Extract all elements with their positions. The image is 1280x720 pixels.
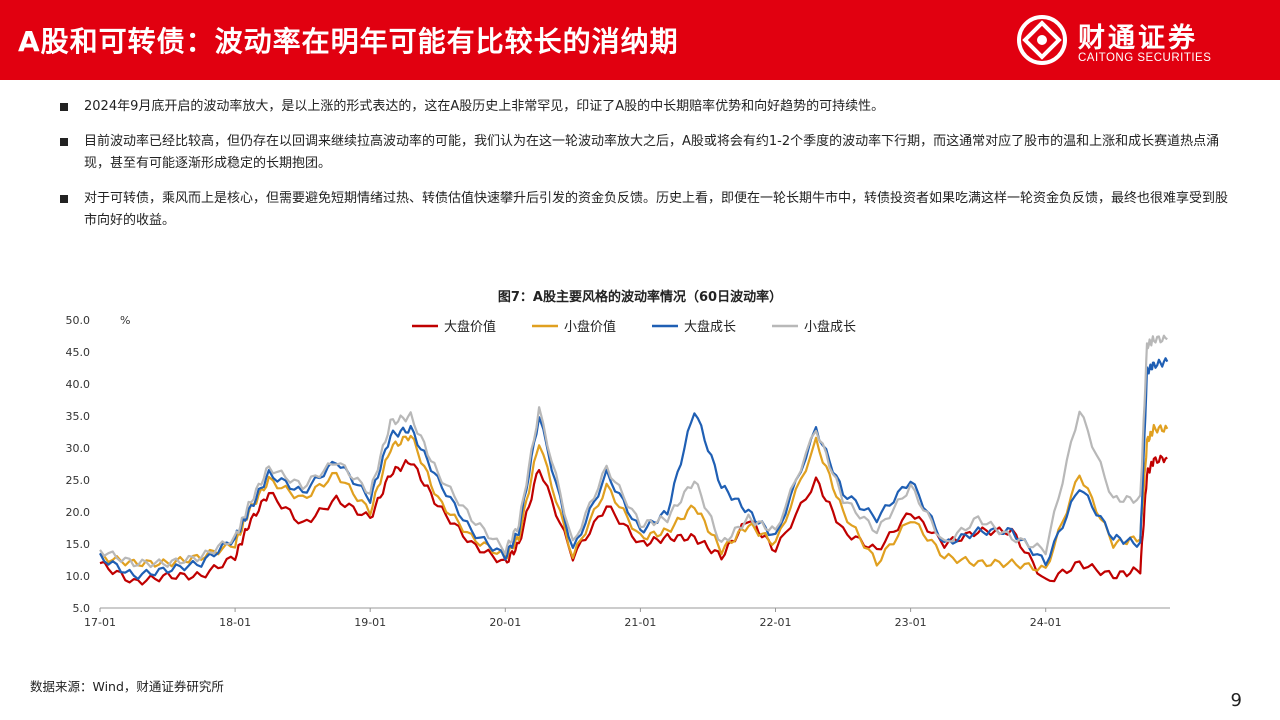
legend-label: 大盘价值 bbox=[444, 319, 496, 335]
x-tick-label: 17-01 bbox=[84, 616, 116, 629]
company-logo: 财通证券 CAITONG SECURITIES bbox=[1016, 10, 1266, 72]
x-tick-label: 19-01 bbox=[354, 616, 386, 629]
y-tick-label: 5.0 bbox=[73, 602, 91, 615]
y-tick-label: 45.0 bbox=[66, 346, 91, 359]
logo-text-en: CAITONG SECURITIES bbox=[1078, 52, 1212, 64]
page-number: 9 bbox=[1230, 690, 1242, 711]
y-tick-label: 15.0 bbox=[66, 538, 91, 551]
bullet-text: 对于可转债，乘风而上是核心，但需要避免短期情绪过热、转债估值快速攀升后引发的资金… bbox=[84, 191, 1229, 228]
legend-label: 小盘价值 bbox=[564, 319, 616, 335]
bullet-square-icon bbox=[60, 195, 68, 203]
series-line-1 bbox=[99, 454, 1168, 586]
source-note: 数据来源：Wind，财通证券研究所 bbox=[30, 679, 224, 694]
x-tick-label: 24-01 bbox=[1030, 616, 1062, 629]
header-bar: A股和可转债：波动率在明年可能有比较长的消纳期 财通证券 CAITONG SEC… bbox=[0, 0, 1280, 80]
logo-text-cn: 财通证券 bbox=[1078, 23, 1198, 54]
y-tick-label: 35.0 bbox=[66, 410, 91, 423]
x-tick-label: 23-01 bbox=[895, 616, 927, 629]
bullet-item: 对于可转债，乘风而上是核心，但需要避免短期情绪过热、转债估值快速攀升后引发的资金… bbox=[60, 188, 1240, 232]
chart-title: 图7：A股主要风格的波动率情况（60日波动率） bbox=[497, 290, 783, 305]
x-tick-label: 20-01 bbox=[489, 616, 521, 629]
y-tick-label: 20.0 bbox=[66, 506, 91, 519]
bullet-list: 2024年9月底开启的波动率放大，是以上涨的形式表达的，这在A股历史上非常罕见，… bbox=[60, 96, 1240, 245]
y-tick-label: 10.0 bbox=[66, 570, 91, 583]
series-line-3 bbox=[99, 357, 1169, 581]
page-title: A股和可转债：波动率在明年可能有比较长的消纳期 bbox=[18, 25, 679, 58]
bullet-square-icon bbox=[60, 103, 68, 111]
logo-mark-icon bbox=[1017, 15, 1067, 65]
x-tick-label: 18-01 bbox=[219, 616, 251, 629]
x-tick-label: 22-01 bbox=[760, 616, 792, 629]
bullet-item: 目前波动率已经比较高，但仍存在以回调来继续拉高波动率的可能，我们认为在这一轮波动… bbox=[60, 131, 1240, 175]
legend-label: 大盘成长 bbox=[684, 319, 736, 335]
bullet-text: 目前波动率已经比较高，但仍存在以回调来继续拉高波动率的可能，我们认为在这一轮波动… bbox=[84, 134, 1220, 171]
y-tick-label: 50.0 bbox=[66, 314, 91, 327]
y-unit-label: % bbox=[120, 314, 130, 327]
series-line-4 bbox=[99, 334, 1168, 569]
y-tick-label: 40.0 bbox=[66, 378, 91, 391]
bullet-square-icon bbox=[60, 138, 68, 146]
series-line-2 bbox=[99, 423, 1169, 572]
volatility-chart: 5.0 10.0 15.0 20.0 25.0 30.0 35.0 40.0 45.0 50.0%… bbox=[66, 314, 1170, 629]
x-tick-label: 21-01 bbox=[624, 616, 656, 629]
bullet-text: 2024年9月底开启的波动率放大，是以上涨的形式表达的，这在A股历史上非常罕见，… bbox=[84, 99, 885, 114]
legend-label: 小盘成长 bbox=[804, 319, 856, 335]
bullet-item: 2024年9月底开启的波动率放大，是以上涨的形式表达的，这在A股历史上非常罕见，… bbox=[60, 96, 1240, 118]
y-tick-label: 30.0 bbox=[66, 442, 91, 455]
y-tick-label: 25.0 bbox=[66, 474, 91, 487]
